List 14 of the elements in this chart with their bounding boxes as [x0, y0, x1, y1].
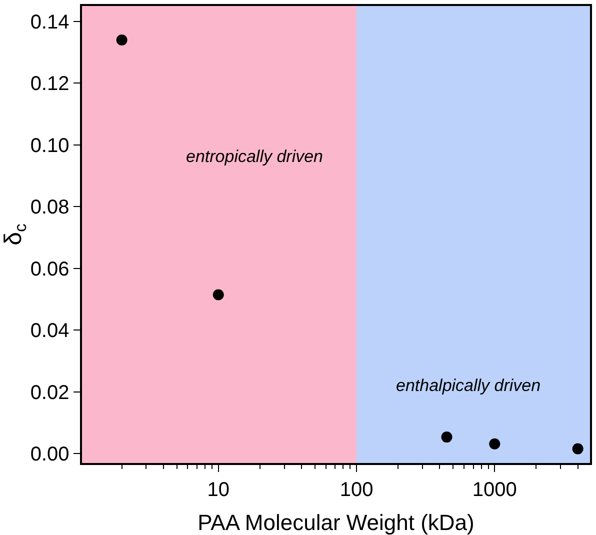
y-tick-label: 0.06 — [30, 258, 70, 280]
y-tick-label: 0.08 — [30, 196, 70, 219]
y-tick-label: 0.00 — [30, 444, 70, 466]
y-tick-label: 0.04 — [30, 320, 70, 342]
y-tick-label: 0.10 — [30, 134, 70, 157]
x-tick-label: 10 — [207, 478, 230, 501]
x-tick-label: 100 — [340, 478, 374, 501]
x-axis-title: PAA Molecular Weight (kDa) — [198, 510, 474, 535]
band-label: entropically driven — [186, 147, 324, 166]
y-tick-label: 0.02 — [30, 382, 70, 404]
x-tick-label: 1000 — [472, 478, 517, 501]
band-label: enthalpically driven — [396, 376, 541, 395]
y-tick-label: 0.14 — [30, 11, 70, 34]
y-tick-label: 0.12 — [30, 73, 70, 96]
